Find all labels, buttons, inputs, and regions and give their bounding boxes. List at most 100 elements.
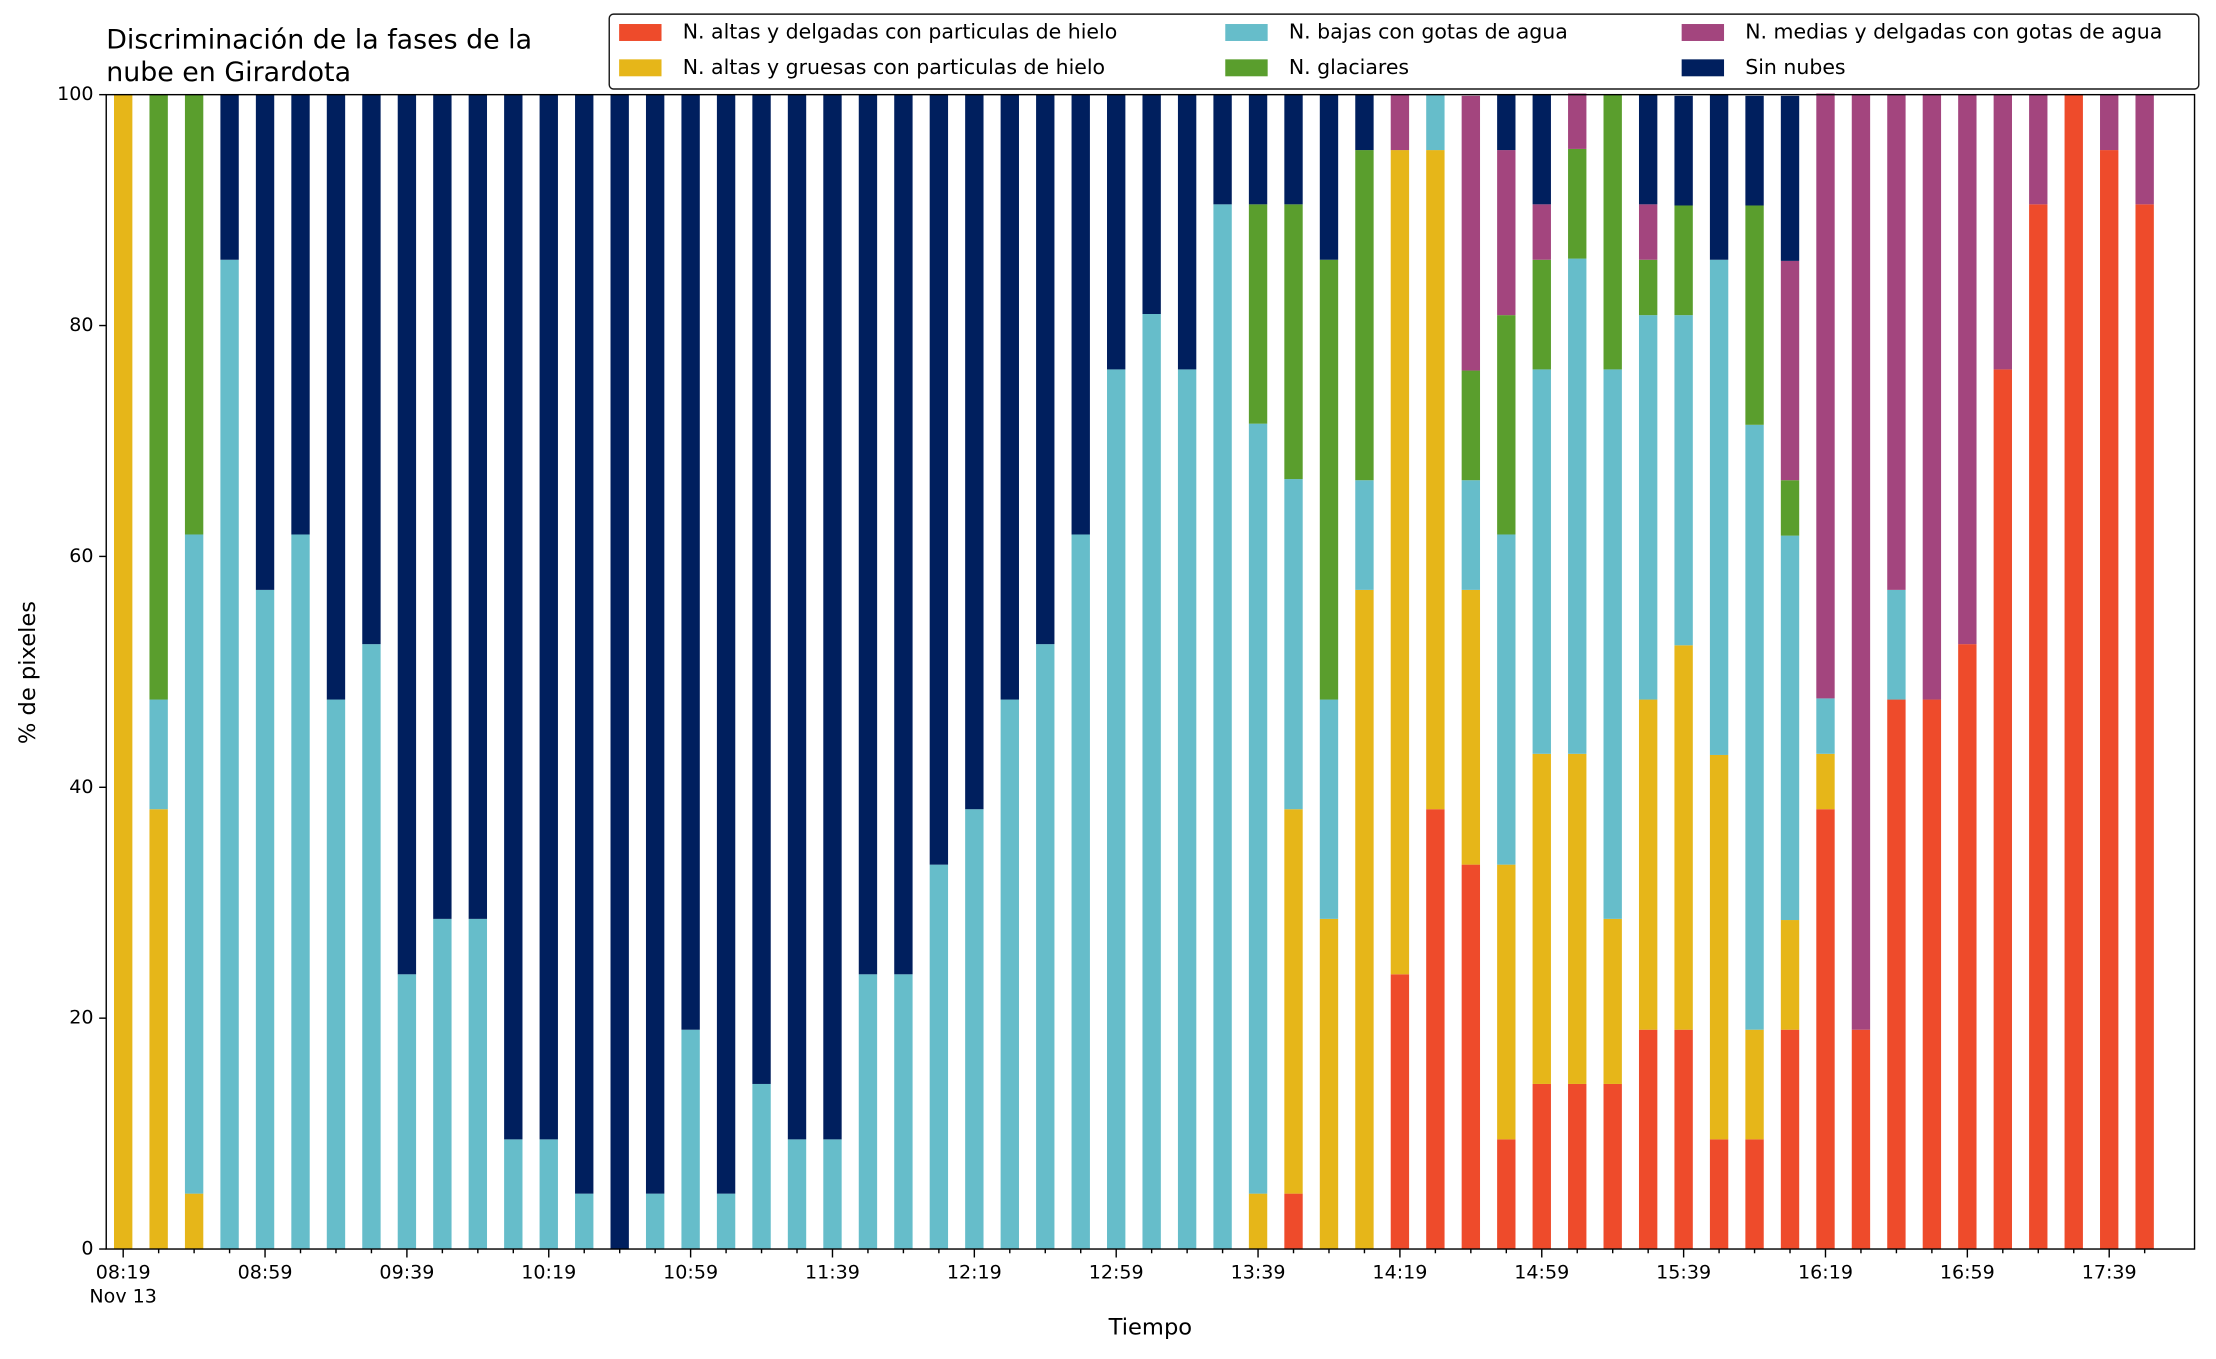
- bar-segment: [1993, 369, 2012, 1250]
- bar-segment: [2029, 94, 2048, 205]
- x-tick-label: 12:59: [1089, 1262, 1144, 1284]
- y-tick-label: 100: [57, 83, 93, 105]
- bar-segment: [291, 94, 310, 535]
- bar-segment: [1780, 95, 1800, 261]
- bar-segment: [1532, 204, 1551, 260]
- bar-segment: [1674, 95, 1693, 206]
- bar-segment: [1780, 260, 1800, 481]
- bar-segment: [1284, 204, 1303, 480]
- bar-segment: [752, 1083, 771, 1250]
- bar-segment: [645, 1193, 665, 1250]
- bar-segment: [787, 94, 807, 1140]
- bar-segment: [1497, 1139, 1516, 1250]
- bar-segment: [2100, 94, 2119, 151]
- bar-segment: [2135, 204, 2154, 1250]
- bar-segment: [1993, 94, 2012, 370]
- bar-segment: [1745, 1139, 1764, 1250]
- bar-segment: [929, 864, 949, 1250]
- bar-segment: [1674, 645, 1693, 1030]
- bar-segment: [1213, 94, 1232, 205]
- bar-segment: [149, 94, 168, 700]
- legend-swatch: [1681, 24, 1725, 41]
- bar-segment: [1532, 369, 1551, 754]
- bar-segment: [894, 94, 913, 975]
- bar-segment: [681, 1029, 700, 1250]
- bar-segment: [1922, 699, 1942, 1250]
- bar-segment: [468, 918, 488, 1250]
- bar-segment: [1851, 94, 1871, 1030]
- legend-box: [608, 13, 2200, 90]
- bar-segment: [184, 534, 204, 1194]
- bar-segment: [220, 94, 239, 260]
- bar-segment: [1071, 534, 1090, 1250]
- bar-segment: [1568, 753, 1587, 1084]
- legend-label: N. medias y delgadas con gotas de agua: [1745, 19, 2162, 43]
- bar-segment: [1816, 93, 1835, 699]
- bar-segment: [1497, 534, 1516, 865]
- bar-segment: [1000, 699, 1019, 1250]
- bar-segment: [1177, 94, 1197, 370]
- bar-segment: [1461, 480, 1481, 590]
- bar-segment: [362, 94, 381, 645]
- bar-segment: [716, 94, 736, 1194]
- bar-segment: [2029, 204, 2048, 1250]
- bar-segment: [326, 699, 346, 1250]
- bar-segment: [1674, 1029, 1693, 1250]
- bar-segment: [1248, 204, 1268, 424]
- x-tick-label: 16:19: [1798, 1262, 1853, 1284]
- bar-segment: [1390, 150, 1410, 975]
- x-tick-label: 12:19: [947, 1262, 1002, 1284]
- legend-label: Sin nubes: [1745, 55, 1845, 79]
- bar-segment: [1355, 94, 1374, 151]
- bar-segment: [1355, 589, 1374, 1250]
- bar-segment: [114, 94, 133, 1250]
- bar-segment: [1213, 204, 1232, 1250]
- bar-segment: [1568, 1083, 1587, 1250]
- bar-segment: [929, 94, 949, 865]
- bar-segment: [468, 94, 488, 919]
- legend-swatch: [1681, 59, 1725, 77]
- bar-segment: [1355, 150, 1374, 481]
- bar-segment: [752, 94, 771, 1084]
- bar-segment: [1177, 369, 1197, 1250]
- bar-segment: [1958, 94, 1977, 645]
- bar-segment: [1390, 974, 1410, 1250]
- bar-segment: [1248, 423, 1268, 1194]
- bar-segment: [1816, 753, 1835, 810]
- bar-segment: [504, 1139, 523, 1250]
- bar-segment: [326, 94, 346, 700]
- bar-segment: [1780, 535, 1800, 921]
- bar-segment: [1319, 94, 1339, 260]
- bar-segment: [1745, 424, 1764, 1030]
- legend-label: N. altas y delgadas con particulas de hi…: [683, 19, 1118, 43]
- y-tick-label: 40: [69, 776, 93, 798]
- bar-segment: [1958, 644, 1977, 1250]
- bar-segment: [1071, 94, 1090, 535]
- bar-segment: [645, 94, 665, 1194]
- bar-segment: [1745, 205, 1764, 425]
- bar-segment: [1709, 1139, 1729, 1250]
- x-tick-label: 14:19: [1372, 1262, 1427, 1284]
- bar-segment: [1780, 920, 1800, 1030]
- bar-segment: [433, 94, 452, 919]
- bar-segment: [1319, 259, 1339, 700]
- bar-segment: [255, 589, 275, 1250]
- x-axis-label: Tiempo: [1108, 1315, 1192, 1341]
- bar-segment: [894, 974, 913, 1250]
- y-axis-label: % de pixeles: [15, 601, 41, 744]
- bar-segment: [1248, 94, 1268, 205]
- bar-segment: [1887, 699, 1906, 1250]
- legend-label: N. altas y gruesas con particulas de hie…: [683, 55, 1105, 79]
- bar-segment: [1284, 479, 1303, 810]
- bar-segment: [539, 1139, 558, 1250]
- legend-label: N. glaciares: [1289, 55, 1409, 79]
- plot-area: 0 20 40 60 80 100 08:19 08:59 09:39 10:19 10:59 11:…: [57, 83, 2196, 1284]
- bar-segment: [1638, 315, 1658, 700]
- y-tick-label: 20: [69, 1007, 93, 1029]
- bar-segment: [1426, 809, 1445, 1250]
- bar-segment: [823, 94, 842, 1140]
- x-tick-label: 13:39: [1231, 1262, 1286, 1284]
- bar-segment: [255, 94, 275, 590]
- bar-segment: [1036, 94, 1055, 645]
